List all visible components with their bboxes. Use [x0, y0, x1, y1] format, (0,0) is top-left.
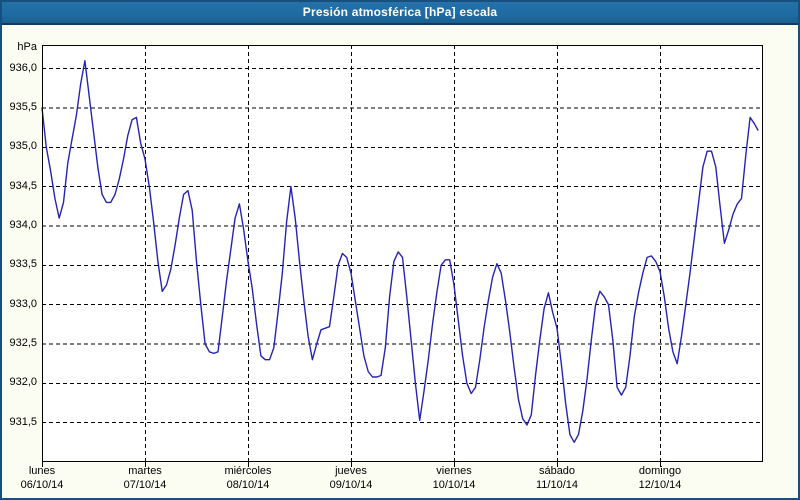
title-bar: Presión atmosférica [hPa] escala — [2, 2, 798, 25]
x-day-label: sábado — [538, 465, 576, 477]
x-day-label: martes — [128, 465, 162, 477]
y-tick-label: 935,5 — [9, 100, 37, 113]
y-tick-label: 932,5 — [9, 336, 37, 349]
y-tick-label: 932,0 — [9, 376, 37, 389]
x-date-label: 09/10/14 — [329, 479, 373, 491]
y-tick-label: 931,5 — [9, 415, 37, 428]
x-date-label: 08/10/14 — [226, 479, 270, 491]
x-day-label: viernes — [436, 465, 472, 477]
chart-title: Presión atmosférica [hPa] escala — [302, 5, 498, 19]
axis-frame — [41, 44, 764, 463]
x-date-label: 12/10/14 — [638, 479, 682, 491]
x-day-label: miércoles — [224, 465, 272, 477]
x-day-label: jueves — [335, 465, 367, 477]
y-tick-label: 934,5 — [9, 179, 37, 192]
y-tick-label: 934,0 — [9, 218, 37, 231]
x-date-label: 10/10/14 — [432, 479, 476, 491]
plot-background — [42, 45, 763, 462]
x-date-label: 06/10/14 — [20, 479, 64, 491]
y-tick-label: 936,0 — [9, 61, 37, 74]
y-tick-label: 935,0 — [9, 140, 37, 153]
y-tick-label: 933,0 — [9, 297, 37, 310]
pressure-line — [41, 60, 759, 443]
y-tick-label: 933,5 — [9, 258, 37, 271]
y-axis-unit-label: hPa — [17, 41, 37, 53]
x-date-label: 11/10/14 — [535, 479, 578, 491]
x-date-label: 07/10/14 — [123, 479, 167, 491]
x-day-label: domingo — [638, 465, 682, 477]
x-day-label: lunes — [28, 465, 56, 477]
